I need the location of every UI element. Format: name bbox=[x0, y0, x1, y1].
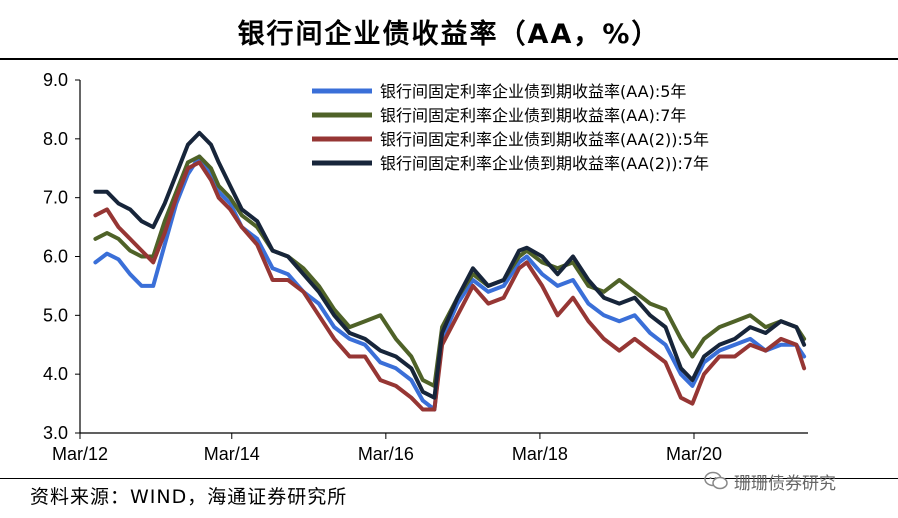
x-tick-label: Mar/18 bbox=[512, 444, 568, 464]
chart-legend: 银行间固定利率企业债到期收益率(AA):5年银行间固定利率企业债到期收益率(AA… bbox=[312, 82, 709, 173]
legend-label-4: 银行间固定利率企业债到期收益率(AA(2)):7年 bbox=[380, 154, 709, 173]
series-line-2 bbox=[93, 154, 807, 388]
title-bar: 银行间企业债收益率（AA，%） bbox=[0, 0, 898, 60]
x-tick-label: Mar/16 bbox=[358, 444, 414, 464]
watermark-text: 珊珊债券研究 bbox=[734, 473, 836, 494]
wechat-icon bbox=[704, 471, 728, 490]
legend-label-1: 银行间固定利率企业债到期收益率(AA):5年 bbox=[380, 82, 686, 101]
x-tick-label: Mar/14 bbox=[204, 444, 260, 464]
series-line-4 bbox=[93, 130, 807, 400]
y-tick-label: 8.0 bbox=[43, 129, 68, 149]
legend-label-2: 银行间固定利率企业债到期收益率(AA):7年 bbox=[380, 106, 686, 125]
y-tick-label: 5.0 bbox=[43, 305, 68, 325]
watermark: 珊珊债券研究 bbox=[704, 470, 836, 494]
x-tick-label: Mar/20 bbox=[666, 444, 722, 464]
legend-label-3: 银行间固定利率企业债到期收益率(AA(2)):5年 bbox=[380, 130, 709, 149]
y-tick-label: 9.0 bbox=[43, 70, 68, 90]
y-tick-label: 7.0 bbox=[43, 188, 68, 208]
chart-title: 银行间企业债收益率（AA，%） bbox=[237, 19, 661, 50]
chart-axes: 3.0 4.0 5.0 6.0 7.0 8.0 9.0 Mar/12 Mar/14 Mar/16 M… bbox=[43, 70, 808, 464]
y-tick-label: 6.0 bbox=[43, 247, 68, 267]
bottom-rule bbox=[0, 478, 898, 479]
y-tick-label: 4.0 bbox=[43, 364, 68, 384]
series-layer bbox=[93, 130, 807, 412]
series-line-3 bbox=[93, 160, 807, 412]
line-chart: 3.0 4.0 5.0 6.0 7.0 8.0 9.0 Mar/12 Mar/14 Mar/16 M… bbox=[43, 70, 808, 464]
y-tick-label: 3.0 bbox=[43, 423, 68, 443]
source-note: 资料来源：WIND，海通证券研究所 bbox=[30, 486, 348, 508]
x-tick-label: Mar/12 bbox=[52, 444, 108, 464]
